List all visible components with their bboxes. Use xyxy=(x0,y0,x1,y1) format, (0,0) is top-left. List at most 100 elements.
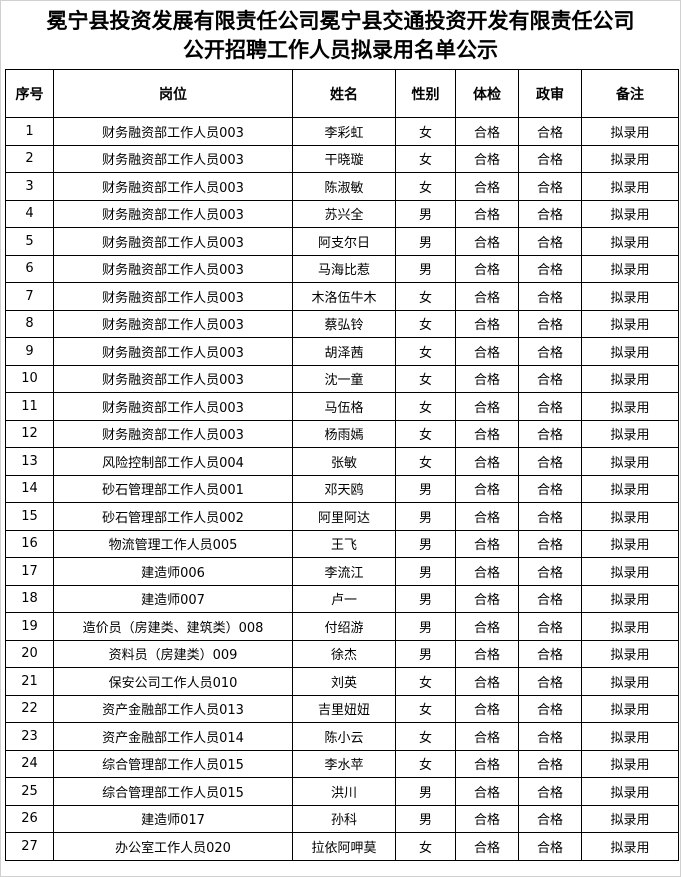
cell-gender: 男 xyxy=(395,529,456,558)
cell-index: 14 xyxy=(5,474,54,503)
cell-gender: 女 xyxy=(395,667,456,696)
cell-position: 资产金融部工作人员013 xyxy=(53,694,293,723)
cell-position: 财务融资部工作人员003 xyxy=(53,172,293,201)
cell-political-review: 合格 xyxy=(518,419,582,448)
cell-position: 财务融资部工作人员003 xyxy=(53,419,293,448)
table-header-row: 序号 岗位 姓名 性别 体检 政审 备注 xyxy=(5,69,679,118)
cell-index: 10 xyxy=(5,364,54,393)
cell-medical: 合格 xyxy=(455,282,519,311)
table-row: 5 财务融资部工作人员003 阿支尔日男合格 合格 拟录用 xyxy=(5,227,679,256)
cell-political-review: 合格 xyxy=(518,612,582,641)
cell-index: 25 xyxy=(5,777,54,806)
cell-medical: 合格 xyxy=(455,529,519,558)
cell-political-review: 合格 xyxy=(518,639,582,668)
cell-political-review: 合格 xyxy=(518,557,582,586)
cell-remarks: 拟录用 xyxy=(581,639,679,668)
cell-political-review: 合格 xyxy=(518,172,582,201)
table-row: 6 财务融资部工作人员003 马海比惹男合格 合格 拟录用 xyxy=(5,254,679,283)
cell-medical: 合格 xyxy=(455,309,519,338)
cell-gender: 女 xyxy=(395,337,456,366)
cell-name: 陈小云 xyxy=(292,722,396,751)
table-row: 10 财务融资部工作人员003 沈一童女合格 合格 拟录用 xyxy=(5,364,679,393)
cell-political-review: 合格 xyxy=(518,309,582,338)
cell-position: 资料员（房建类）009 xyxy=(53,639,293,668)
cell-remarks: 拟录用 xyxy=(581,612,679,641)
cell-political-review: 合格 xyxy=(518,832,582,861)
cell-name: 苏兴全 xyxy=(292,199,396,228)
cell-remarks: 拟录用 xyxy=(581,557,679,586)
table-row: 22 资产金融部工作人员013 吉里妞妞女合格 合格 拟录用 xyxy=(5,694,679,723)
table-row: 15 砂石管理部工作人员002 阿里阿达男合格 合格 拟录用 xyxy=(5,502,679,531)
cell-political-review: 合格 xyxy=(518,529,582,558)
cell-gender: 女 xyxy=(395,749,456,778)
cell-index: 3 xyxy=(5,172,54,201)
table-row: 24 综合管理部工作人员015 李水苹女合格 合格 拟录用 xyxy=(5,749,679,778)
cell-political-review: 合格 xyxy=(518,777,582,806)
cell-name: 李水苹 xyxy=(292,749,396,778)
cell-remarks: 拟录用 xyxy=(581,667,679,696)
cell-gender: 男 xyxy=(395,557,456,586)
cell-gender: 男 xyxy=(395,199,456,228)
cell-medical: 合格 xyxy=(455,172,519,201)
cell-position: 综合管理部工作人员015 xyxy=(53,777,293,806)
cell-gender: 男 xyxy=(395,804,456,833)
cell-position: 砂石管理部工作人员002 xyxy=(53,502,293,531)
cell-remarks: 拟录用 xyxy=(581,777,679,806)
cell-index: 12 xyxy=(5,419,54,448)
cell-index: 17 xyxy=(5,557,54,586)
cell-gender: 女 xyxy=(395,832,456,861)
cell-position: 财务融资部工作人员003 xyxy=(53,227,293,256)
cell-name: 阿里阿达 xyxy=(292,502,396,531)
cell-gender: 男 xyxy=(395,502,456,531)
cell-index: 23 xyxy=(5,722,54,751)
cell-medical: 合格 xyxy=(455,667,519,696)
cell-name: 马海比惹 xyxy=(292,254,396,283)
cell-political-review: 合格 xyxy=(518,117,582,146)
cell-gender: 女 xyxy=(395,144,456,173)
cell-position: 财务融资部工作人员003 xyxy=(53,144,293,173)
cell-position: 造价员（房建类、建筑类）008 xyxy=(53,612,293,641)
cell-name: 杨雨嫣 xyxy=(292,419,396,448)
cell-name: 胡泽茜 xyxy=(292,337,396,366)
cell-gender: 女 xyxy=(395,392,456,421)
cell-remarks: 拟录用 xyxy=(581,749,679,778)
table-row: 20 资料员（房建类）009 徐杰男合格 合格 拟录用 xyxy=(5,639,679,668)
table-row: 3 财务融资部工作人员003 陈淑敏女合格 合格 拟录用 xyxy=(5,172,679,201)
cell-political-review: 合格 xyxy=(518,227,582,256)
cell-medical: 合格 xyxy=(455,639,519,668)
cell-name: 沈一童 xyxy=(292,364,396,393)
cell-index: 26 xyxy=(5,804,54,833)
cell-political-review: 合格 xyxy=(518,254,582,283)
table-row: 17 建造师006 李流江男合格 合格 拟录用 xyxy=(5,557,679,586)
cell-position: 建造师007 xyxy=(53,584,293,613)
cell-name: 王飞 xyxy=(292,529,396,558)
cell-index: 13 xyxy=(5,447,54,476)
cell-remarks: 拟录用 xyxy=(581,172,679,201)
cell-remarks: 拟录用 xyxy=(581,227,679,256)
cell-gender: 女 xyxy=(395,117,456,146)
cell-index: 18 xyxy=(5,584,54,613)
table-row: 16 物流管理工作人员005 王飞男合格 合格 拟录用 xyxy=(5,529,679,558)
cell-gender: 女 xyxy=(395,172,456,201)
cell-index: 2 xyxy=(5,144,54,173)
cell-gender: 男 xyxy=(395,612,456,641)
table-row: 18 建造师007 卢一男合格 合格 拟录用 xyxy=(5,584,679,613)
table-row: 27 办公室工作人员020 拉依阿呷莫女合格 合格 拟录用 xyxy=(5,832,679,861)
cell-political-review: 合格 xyxy=(518,502,582,531)
cell-medical: 合格 xyxy=(455,419,519,448)
cell-name: 邓天鸥 xyxy=(292,474,396,503)
cell-remarks: 拟录用 xyxy=(581,337,679,366)
cell-gender: 男 xyxy=(395,474,456,503)
cell-index: 1 xyxy=(5,117,54,146)
cell-gender: 女 xyxy=(395,447,456,476)
cell-remarks: 拟录用 xyxy=(581,392,679,421)
cell-name: 干晓璇 xyxy=(292,144,396,173)
title-line-2: 公开招聘工作人员拟录用名单公示 xyxy=(183,37,498,62)
cell-name: 张敏 xyxy=(292,447,396,476)
cell-medical: 合格 xyxy=(455,749,519,778)
cell-name: 蔡弘铃 xyxy=(292,309,396,338)
cell-remarks: 拟录用 xyxy=(581,199,679,228)
cell-name: 拉依阿呷莫 xyxy=(292,832,396,861)
cell-political-review: 合格 xyxy=(518,694,582,723)
cell-index: 21 xyxy=(5,667,54,696)
